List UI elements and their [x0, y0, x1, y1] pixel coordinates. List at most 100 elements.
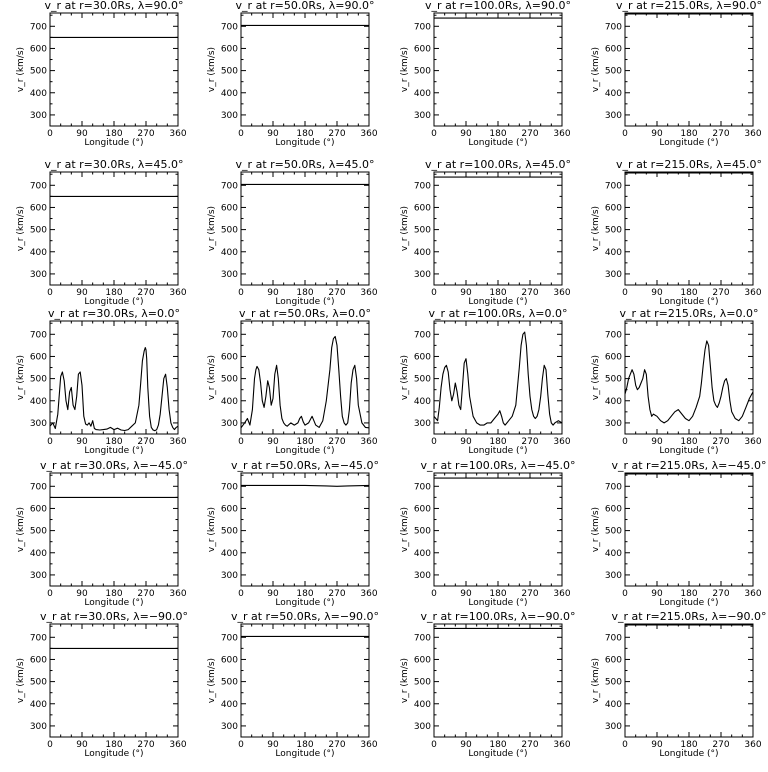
x-axis-label: Longitude (°) — [275, 138, 334, 148]
subplot-9: v_r at r=30.0Rs, λ=0.0° 0 90 180 270 360 300 40… — [16, 307, 187, 456]
x-tick-label: 270 — [521, 129, 538, 139]
subplot-8: v_r at r=215.0Rs, λ=45.0° 0 90 180 270 360 300… — [591, 158, 762, 307]
y-tick-label: 300 — [221, 419, 238, 429]
subplot-12: v_r at r=215.0Rs, λ=0.0° 0 90 180 270 360 300 4… — [591, 307, 762, 456]
axes-frame — [240, 171, 370, 286]
x-tick-label: 180 — [489, 288, 506, 298]
x-tick-label: 0 — [238, 288, 244, 298]
subplot-5: v_r at r=30.0Rs, λ=45.0° 0 90 180 270 360 300 4… — [16, 158, 187, 307]
x-tick-label: 360 — [744, 129, 761, 139]
x-tick-label: 0 — [622, 437, 628, 447]
x-tick-label: 90 — [267, 129, 279, 139]
x-tick-label: 360 — [744, 589, 761, 599]
axes-frame — [624, 472, 754, 587]
x-tick-label: 360 — [553, 437, 570, 447]
y-tick-label: 500 — [414, 67, 431, 77]
axes-frame — [49, 472, 179, 587]
x-axis-label: Longitude (°) — [275, 598, 334, 608]
x-tick-label: 270 — [712, 437, 729, 447]
y-tick-label: 300 — [30, 419, 47, 429]
x-tick-label: 360 — [360, 589, 377, 599]
y-tick-label: 700 — [221, 181, 238, 191]
plot-title: v_r at r=215.0Rs, λ=−90.0° — [611, 610, 766, 623]
series-line — [240, 335, 370, 429]
x-tick-label: 360 — [744, 437, 761, 447]
y-tick-label: 300 — [30, 722, 47, 732]
y-tick-label: 400 — [221, 397, 238, 407]
plot-title: v_r at r=215.0Rs, λ=45.0° — [616, 158, 762, 171]
x-tick-label: 270 — [521, 740, 538, 750]
y-axis-label: v_r (km/s) — [16, 47, 26, 92]
y-tick-label: 400 — [30, 89, 47, 99]
subplot-10: v_r at r=50.0Rs, λ=0.0° 0 90 180 270 360 300 40… — [207, 307, 378, 456]
x-tick-label: 0 — [622, 129, 628, 139]
x-tick-label: 0 — [238, 437, 244, 447]
y-tick-label: 700 — [221, 22, 238, 32]
x-tick-label: 90 — [651, 740, 663, 750]
y-tick-label: 500 — [30, 375, 47, 385]
y-tick-label: 700 — [605, 482, 622, 492]
y-tick-label: 400 — [414, 89, 431, 99]
x-axis-label: Longitude (°) — [468, 446, 527, 456]
subplot-6: v_r at r=50.0Rs, λ=45.0° 0 90 180 270 360 300 4… — [207, 158, 378, 307]
y-tick-label: 400 — [221, 549, 238, 559]
axes-frame — [49, 320, 179, 435]
y-axis-label: v_r (km/s) — [400, 507, 410, 552]
x-tick-label: 0 — [431, 288, 437, 298]
y-tick-label: 700 — [221, 482, 238, 492]
y-tick-label: 300 — [605, 571, 622, 581]
x-tick-label: 270 — [137, 437, 154, 447]
x-tick-label: 180 — [489, 589, 506, 599]
series-line — [241, 484, 370, 487]
plot-title: v_r at r=30.0Rs, λ=−90.0° — [40, 610, 188, 623]
y-axis-label: v_r (km/s) — [207, 658, 217, 703]
plot-title: v_r at r=50.0Rs, λ=−45.0° — [231, 459, 379, 472]
y-tick-label: 700 — [414, 633, 431, 643]
plot-title: v_r at r=215.0Rs, λ=0.0° — [620, 307, 759, 320]
x-axis-label: Longitude (°) — [659, 749, 718, 759]
y-tick-label: 700 — [30, 181, 47, 191]
x-tick-label: 0 — [431, 437, 437, 447]
x-tick-label: 360 — [169, 129, 186, 139]
x-tick-label: 90 — [267, 589, 279, 599]
y-tick-label: 500 — [605, 678, 622, 688]
y-tick-label: 500 — [221, 67, 238, 77]
y-tick-label: 700 — [605, 181, 622, 191]
x-tick-label: 90 — [76, 437, 88, 447]
y-tick-label: 300 — [30, 270, 47, 280]
x-tick-label: 270 — [137, 589, 154, 599]
y-tick-label: 300 — [605, 111, 622, 121]
y-tick-label: 500 — [605, 226, 622, 236]
subplot-16: v_r at r=215.0Rs, λ=−45.0° 0 90 180 270 360 30… — [591, 459, 767, 608]
y-tick-label: 600 — [221, 504, 238, 514]
y-tick-label: 500 — [605, 527, 622, 537]
y-tick-label: 700 — [30, 330, 47, 340]
y-tick-label: 600 — [414, 352, 431, 362]
x-axis-label: Longitude (°) — [468, 749, 527, 759]
y-tick-label: 500 — [605, 375, 622, 385]
y-axis-label: v_r (km/s) — [16, 507, 26, 552]
x-tick-label: 90 — [460, 288, 472, 298]
x-tick-label: 90 — [267, 437, 279, 447]
plot-title: v_r at r=50.0Rs, λ=45.0° — [236, 158, 375, 171]
x-tick-label: 90 — [76, 589, 88, 599]
y-tick-label: 600 — [30, 44, 47, 54]
subplot-15: v_r at r=100.0Rs, λ=−45.0° 0 90 180 270 360 30… — [400, 459, 576, 608]
axes-frame — [49, 12, 179, 127]
y-tick-label: 500 — [30, 67, 47, 77]
x-tick-label: 0 — [622, 589, 628, 599]
y-axis-label: v_r (km/s) — [207, 47, 217, 92]
x-tick-label: 360 — [169, 589, 186, 599]
plot-title: v_r at r=100.0Rs, λ=−45.0° — [420, 459, 575, 472]
x-tick-label: 360 — [360, 288, 377, 298]
x-tick-label: 360 — [360, 437, 377, 447]
x-tick-label: 180 — [680, 288, 697, 298]
axes-frame — [240, 472, 370, 587]
series-line — [49, 347, 179, 432]
y-tick-label: 700 — [414, 482, 431, 492]
x-tick-label: 270 — [137, 740, 154, 750]
y-tick-label: 600 — [30, 352, 47, 362]
axes-frame — [49, 171, 179, 286]
x-tick-label: 0 — [47, 129, 53, 139]
x-tick-label: 90 — [460, 129, 472, 139]
